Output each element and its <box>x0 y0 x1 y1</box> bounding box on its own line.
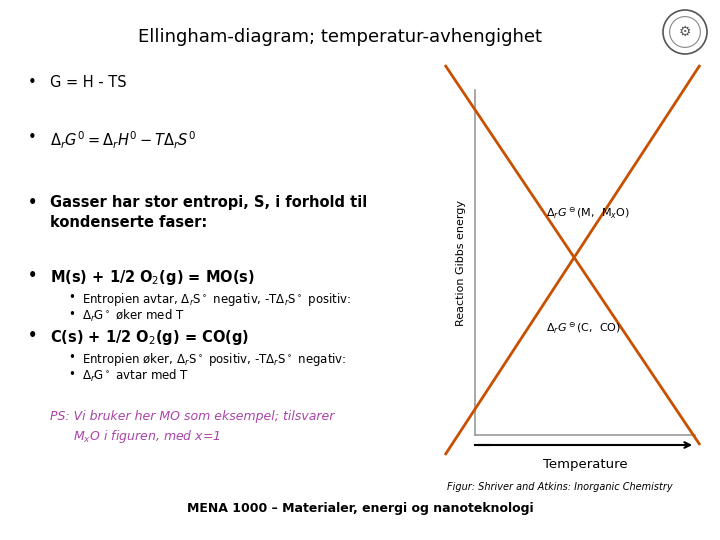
Text: ⚙: ⚙ <box>679 25 691 39</box>
Text: $\Delta_r G^\ominus$(M,  M$_x$O): $\Delta_r G^\ominus$(M, M$_x$O) <box>546 205 630 220</box>
Text: G = H - TS: G = H - TS <box>50 75 127 90</box>
Text: •: • <box>28 268 37 283</box>
Text: M$_x$O i figuren, med x=1: M$_x$O i figuren, med x=1 <box>73 428 221 445</box>
Text: Entropien avtar, $\Delta_r$S$^\circ$ negativ, -T$\Delta_r$S$^\circ$ positiv:: Entropien avtar, $\Delta_r$S$^\circ$ neg… <box>82 291 351 308</box>
Text: C(s) + 1/2 O$_2$(g) = CO(g): C(s) + 1/2 O$_2$(g) = CO(g) <box>50 328 249 347</box>
Text: Entropien øker, $\Delta_r$S$^\circ$ positiv, -T$\Delta_r$S$^\circ$ negativ:: Entropien øker, $\Delta_r$S$^\circ$ posi… <box>82 351 346 368</box>
Text: •: • <box>28 75 37 90</box>
Text: Figur: Shriver and Atkins: Inorganic Chemistry: Figur: Shriver and Atkins: Inorganic Che… <box>447 482 672 492</box>
Text: •: • <box>28 328 37 343</box>
Text: •: • <box>68 291 75 304</box>
Text: •: • <box>28 195 37 210</box>
Text: kondenserte faser:: kondenserte faser: <box>50 215 207 230</box>
Text: •: • <box>28 130 37 145</box>
Text: $\Delta_r G^0 = \Delta_r H^0 - T\Delta_r S^0$: $\Delta_r G^0 = \Delta_r H^0 - T\Delta_r… <box>50 130 196 151</box>
Text: Gasser har stor entropi, S, i forhold til: Gasser har stor entropi, S, i forhold ti… <box>50 195 367 210</box>
Text: $\Delta_r$G$^\circ$ øker med T: $\Delta_r$G$^\circ$ øker med T <box>82 308 184 324</box>
Text: •: • <box>68 368 75 381</box>
Text: MENA 1000 – Materialer, energi og nanoteknologi: MENA 1000 – Materialer, energi og nanote… <box>186 502 534 515</box>
Text: PS: Vi bruker her MO som eksempel; tilsvarer: PS: Vi bruker her MO som eksempel; tilsv… <box>50 410 334 423</box>
Text: $\Delta_r G^\ominus$(C,  CO): $\Delta_r G^\ominus$(C, CO) <box>546 320 621 335</box>
Text: Reaction Gibbs energy: Reaction Gibbs energy <box>456 199 466 326</box>
Text: Temperature: Temperature <box>543 458 627 471</box>
Text: M(s) + 1/2 O$_2$(g) = MO(s): M(s) + 1/2 O$_2$(g) = MO(s) <box>50 268 255 287</box>
Text: $\Delta_r$G$^\circ$ avtar med T: $\Delta_r$G$^\circ$ avtar med T <box>82 368 189 384</box>
Text: •: • <box>68 351 75 364</box>
Text: Ellingham-diagram; temperatur-avhengighet: Ellingham-diagram; temperatur-avhengighe… <box>138 28 542 46</box>
Text: •: • <box>68 308 75 321</box>
